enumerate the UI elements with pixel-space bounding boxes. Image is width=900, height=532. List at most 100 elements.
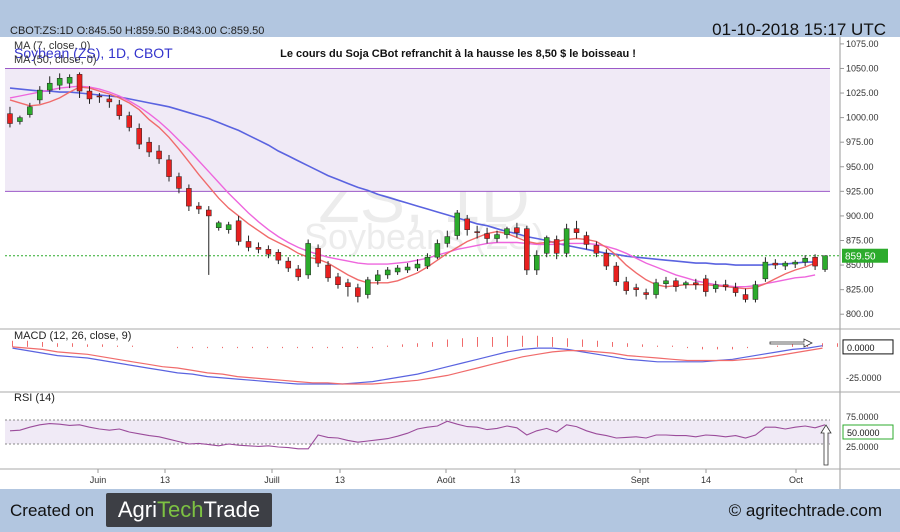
candle-body xyxy=(514,227,520,233)
candle-body xyxy=(782,262,789,267)
candle-body xyxy=(235,220,242,242)
candle-body xyxy=(732,287,739,293)
price-tick-label: 950.00 xyxy=(846,162,874,172)
candle-body xyxy=(255,247,262,250)
candle-body xyxy=(206,209,212,217)
price-tick-label: 1050.00 xyxy=(846,63,879,73)
price-tick-label: 1075.00 xyxy=(846,39,879,49)
price-tick-label: 875.00 xyxy=(846,235,874,245)
price-tick-label: 1025.00 xyxy=(846,88,879,98)
x-tick-label: Août xyxy=(437,475,456,485)
logo-text-tech: Tech xyxy=(156,497,204,522)
candle-body xyxy=(504,228,510,235)
candle-body xyxy=(66,77,73,84)
candle-body xyxy=(563,228,570,254)
price-tick-label: 900.00 xyxy=(846,211,874,221)
candle-body xyxy=(96,95,103,98)
x-tick-label: Juill xyxy=(264,475,280,485)
price-tick-label: 800.00 xyxy=(846,309,874,319)
candle-body xyxy=(623,281,629,291)
logo-text-trade: Trade xyxy=(203,497,261,522)
candle-body xyxy=(265,249,272,255)
candle-body xyxy=(643,292,649,295)
logo-text-agri: Agri xyxy=(117,497,157,522)
candle-body xyxy=(484,233,490,239)
macd-tick-label: -25.0000 xyxy=(846,373,882,383)
candle-body xyxy=(494,234,500,239)
candle-body xyxy=(454,212,461,236)
price-tick-label: 850.00 xyxy=(846,260,874,270)
candle-body xyxy=(613,265,620,283)
chart-datetime: 01-10-2018 15:17 UTC xyxy=(712,20,886,39)
candle-body xyxy=(295,268,301,278)
candle-body xyxy=(673,280,679,287)
rsi-line xyxy=(9,420,826,450)
candle-body xyxy=(722,284,729,287)
candle-body xyxy=(156,150,162,160)
candle-body xyxy=(76,74,83,92)
x-tick-label: Juin xyxy=(90,475,107,485)
macd-line xyxy=(12,345,823,385)
candle-body xyxy=(414,263,421,269)
x-tick-label: 14 xyxy=(701,475,711,485)
candle-body xyxy=(822,255,828,270)
rsi-value-label: 50.0000 xyxy=(847,428,880,438)
candle-body xyxy=(7,113,13,124)
candle-body xyxy=(106,98,113,103)
candle-body xyxy=(56,78,63,86)
agritechtrade-logo[interactable]: AgriTechTrade xyxy=(106,493,272,527)
candle-body xyxy=(394,267,401,273)
x-tick-label: 13 xyxy=(335,475,345,485)
candle-body xyxy=(633,287,639,290)
candle-body xyxy=(86,90,93,100)
candle-body xyxy=(17,117,23,122)
rsi-band xyxy=(5,420,830,444)
candle-body xyxy=(434,243,441,258)
chart-svg[interactable]: ZS, 1D Soybeans (ZS) MA (7, close, 0) So… xyxy=(0,37,900,489)
ohlc-readout: CBOT:ZS:1D O:845.50 H:859.50 B:843.00 C:… xyxy=(10,25,265,37)
macd-value-label: 0.0000 xyxy=(847,343,875,353)
candle-body xyxy=(27,106,33,115)
macd-arrow-icon xyxy=(769,338,813,348)
site-link[interactable]: © agritechtrade.com xyxy=(728,501,882,520)
candle-body xyxy=(176,176,182,189)
candle-body xyxy=(534,254,540,271)
candle-body xyxy=(186,188,192,207)
chart-title: Le cours du Soja CBot refranchit à la ha… xyxy=(280,48,636,60)
candle-body xyxy=(285,260,292,269)
candle-body xyxy=(275,252,282,261)
top-bar: CBOT:ZS:1D O:845.50 H:859.50 B:843.00 C:… xyxy=(0,0,900,40)
rsi-value-box xyxy=(842,424,894,440)
candle-body xyxy=(315,248,321,264)
x-tick-label: 13 xyxy=(510,475,520,485)
legend-symbol: Soybean (ZS), 1D, CBOT xyxy=(14,45,173,61)
candle-body xyxy=(116,104,123,116)
candle-body xyxy=(583,235,590,245)
candle-body xyxy=(365,279,371,295)
candle-body xyxy=(196,205,202,210)
price-tick-label: 1000.00 xyxy=(846,113,879,123)
candle-body xyxy=(653,282,659,295)
candle-body xyxy=(404,266,411,271)
candle-body xyxy=(146,141,152,153)
candle-body xyxy=(126,115,132,128)
legend-ma7: MA (7, close, 0) xyxy=(14,40,90,52)
candle-body xyxy=(742,294,749,300)
candle-body xyxy=(543,237,550,254)
candle-body xyxy=(225,224,232,230)
candle-body xyxy=(474,231,480,233)
x-tick-label: Sept xyxy=(631,475,650,485)
last-price-tag xyxy=(842,248,888,263)
candle-body xyxy=(444,236,451,244)
rsi-arrow-icon xyxy=(820,424,832,466)
price-tick-label: 825.00 xyxy=(846,285,874,295)
last-price-label: 859.50 xyxy=(845,252,876,263)
chart-area[interactable]: ZS, 1D Soybeans (ZS) MA (7, close, 0) So… xyxy=(0,37,900,489)
candle-body xyxy=(593,245,600,254)
ma7-line xyxy=(9,86,816,290)
candle-body xyxy=(136,128,142,145)
rsi-tick-label: 25.0000 xyxy=(846,442,879,452)
rsi-tick-label: 75.0000 xyxy=(846,412,879,422)
candle-body xyxy=(245,241,252,248)
plot-layer: 800.00 825.00 850.00 875.00 900.00 925.00 950.… xyxy=(0,37,900,489)
